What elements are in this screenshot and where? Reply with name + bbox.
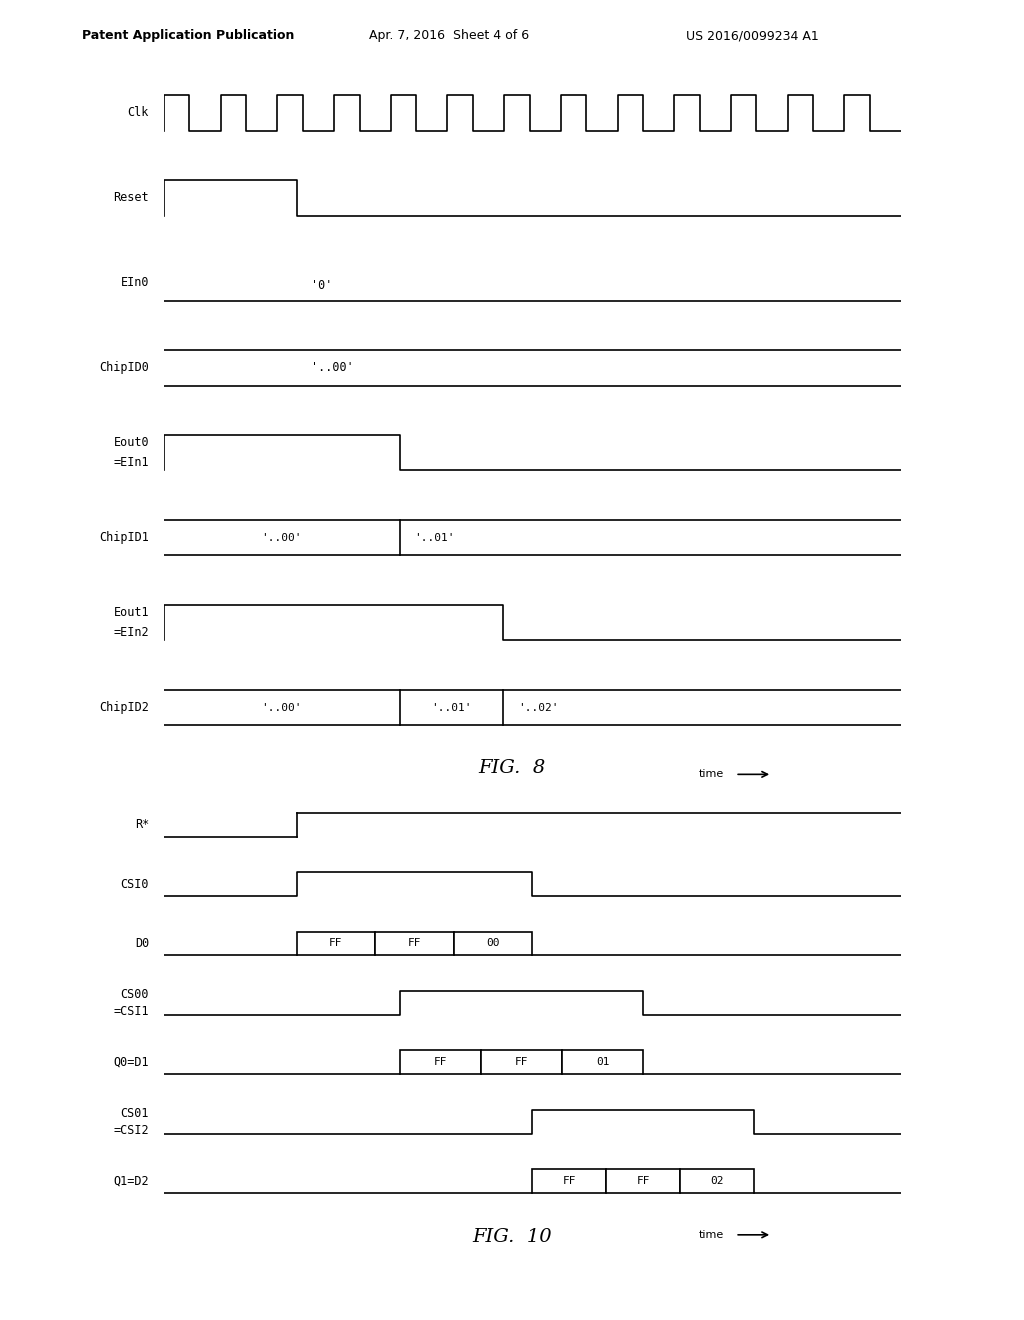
Bar: [454, 932, 532, 956]
Text: time: time: [698, 770, 724, 779]
Text: FF: FF: [408, 939, 421, 949]
Text: ChipID2: ChipID2: [99, 701, 150, 714]
Text: 02: 02: [710, 1176, 724, 1187]
Text: FIG.  8: FIG. 8: [478, 759, 546, 777]
Text: Clk: Clk: [128, 106, 150, 119]
Text: =EIn1: =EIn1: [114, 455, 150, 469]
Text: CS01: CS01: [121, 1106, 150, 1119]
Text: Apr. 7, 2016  Sheet 4 of 6: Apr. 7, 2016 Sheet 4 of 6: [369, 29, 528, 42]
Text: ChipID0: ChipID0: [99, 362, 150, 374]
Text: Q1=D2: Q1=D2: [114, 1175, 150, 1188]
Bar: [680, 1170, 754, 1193]
Text: Eout0: Eout0: [114, 436, 150, 449]
Text: 00: 00: [486, 939, 500, 949]
Text: FIG.  10: FIG. 10: [472, 1228, 552, 1246]
Text: Reset: Reset: [114, 191, 150, 205]
Text: '..02': '..02': [518, 702, 558, 713]
Bar: [562, 1051, 643, 1074]
Bar: [375, 932, 454, 956]
Text: '0': '0': [311, 280, 333, 292]
Text: D0: D0: [135, 937, 150, 950]
Bar: [481, 1051, 562, 1074]
Text: =CSI2: =CSI2: [114, 1123, 150, 1137]
Text: '..00': '..00': [261, 702, 302, 713]
Text: '..00': '..00': [311, 362, 354, 374]
Bar: [532, 1170, 606, 1193]
Bar: [399, 1051, 481, 1074]
Text: FF: FF: [329, 939, 343, 949]
Text: Patent Application Publication: Patent Application Publication: [82, 29, 294, 42]
Text: Q0=D1: Q0=D1: [114, 1056, 150, 1069]
Text: '..01': '..01': [431, 702, 472, 713]
Text: =EIn2: =EIn2: [114, 626, 150, 639]
Text: time: time: [698, 1230, 724, 1239]
Text: '..01': '..01': [415, 532, 455, 543]
Text: '..00': '..00': [261, 532, 302, 543]
Text: Eout1: Eout1: [114, 606, 150, 619]
Text: CS00: CS00: [121, 987, 150, 1001]
Text: FF: FF: [515, 1057, 528, 1068]
Text: ChipID1: ChipID1: [99, 531, 150, 544]
Text: FF: FF: [433, 1057, 447, 1068]
Text: FF: FF: [562, 1176, 577, 1187]
Text: FF: FF: [636, 1176, 650, 1187]
Text: CSI0: CSI0: [121, 878, 150, 891]
Text: US 2016/0099234 A1: US 2016/0099234 A1: [686, 29, 819, 42]
Text: EIn0: EIn0: [121, 276, 150, 289]
Text: 01: 01: [596, 1057, 609, 1068]
Bar: [297, 932, 375, 956]
Text: =CSI1: =CSI1: [114, 1005, 150, 1018]
Text: R*: R*: [135, 818, 150, 832]
Bar: [606, 1170, 680, 1193]
